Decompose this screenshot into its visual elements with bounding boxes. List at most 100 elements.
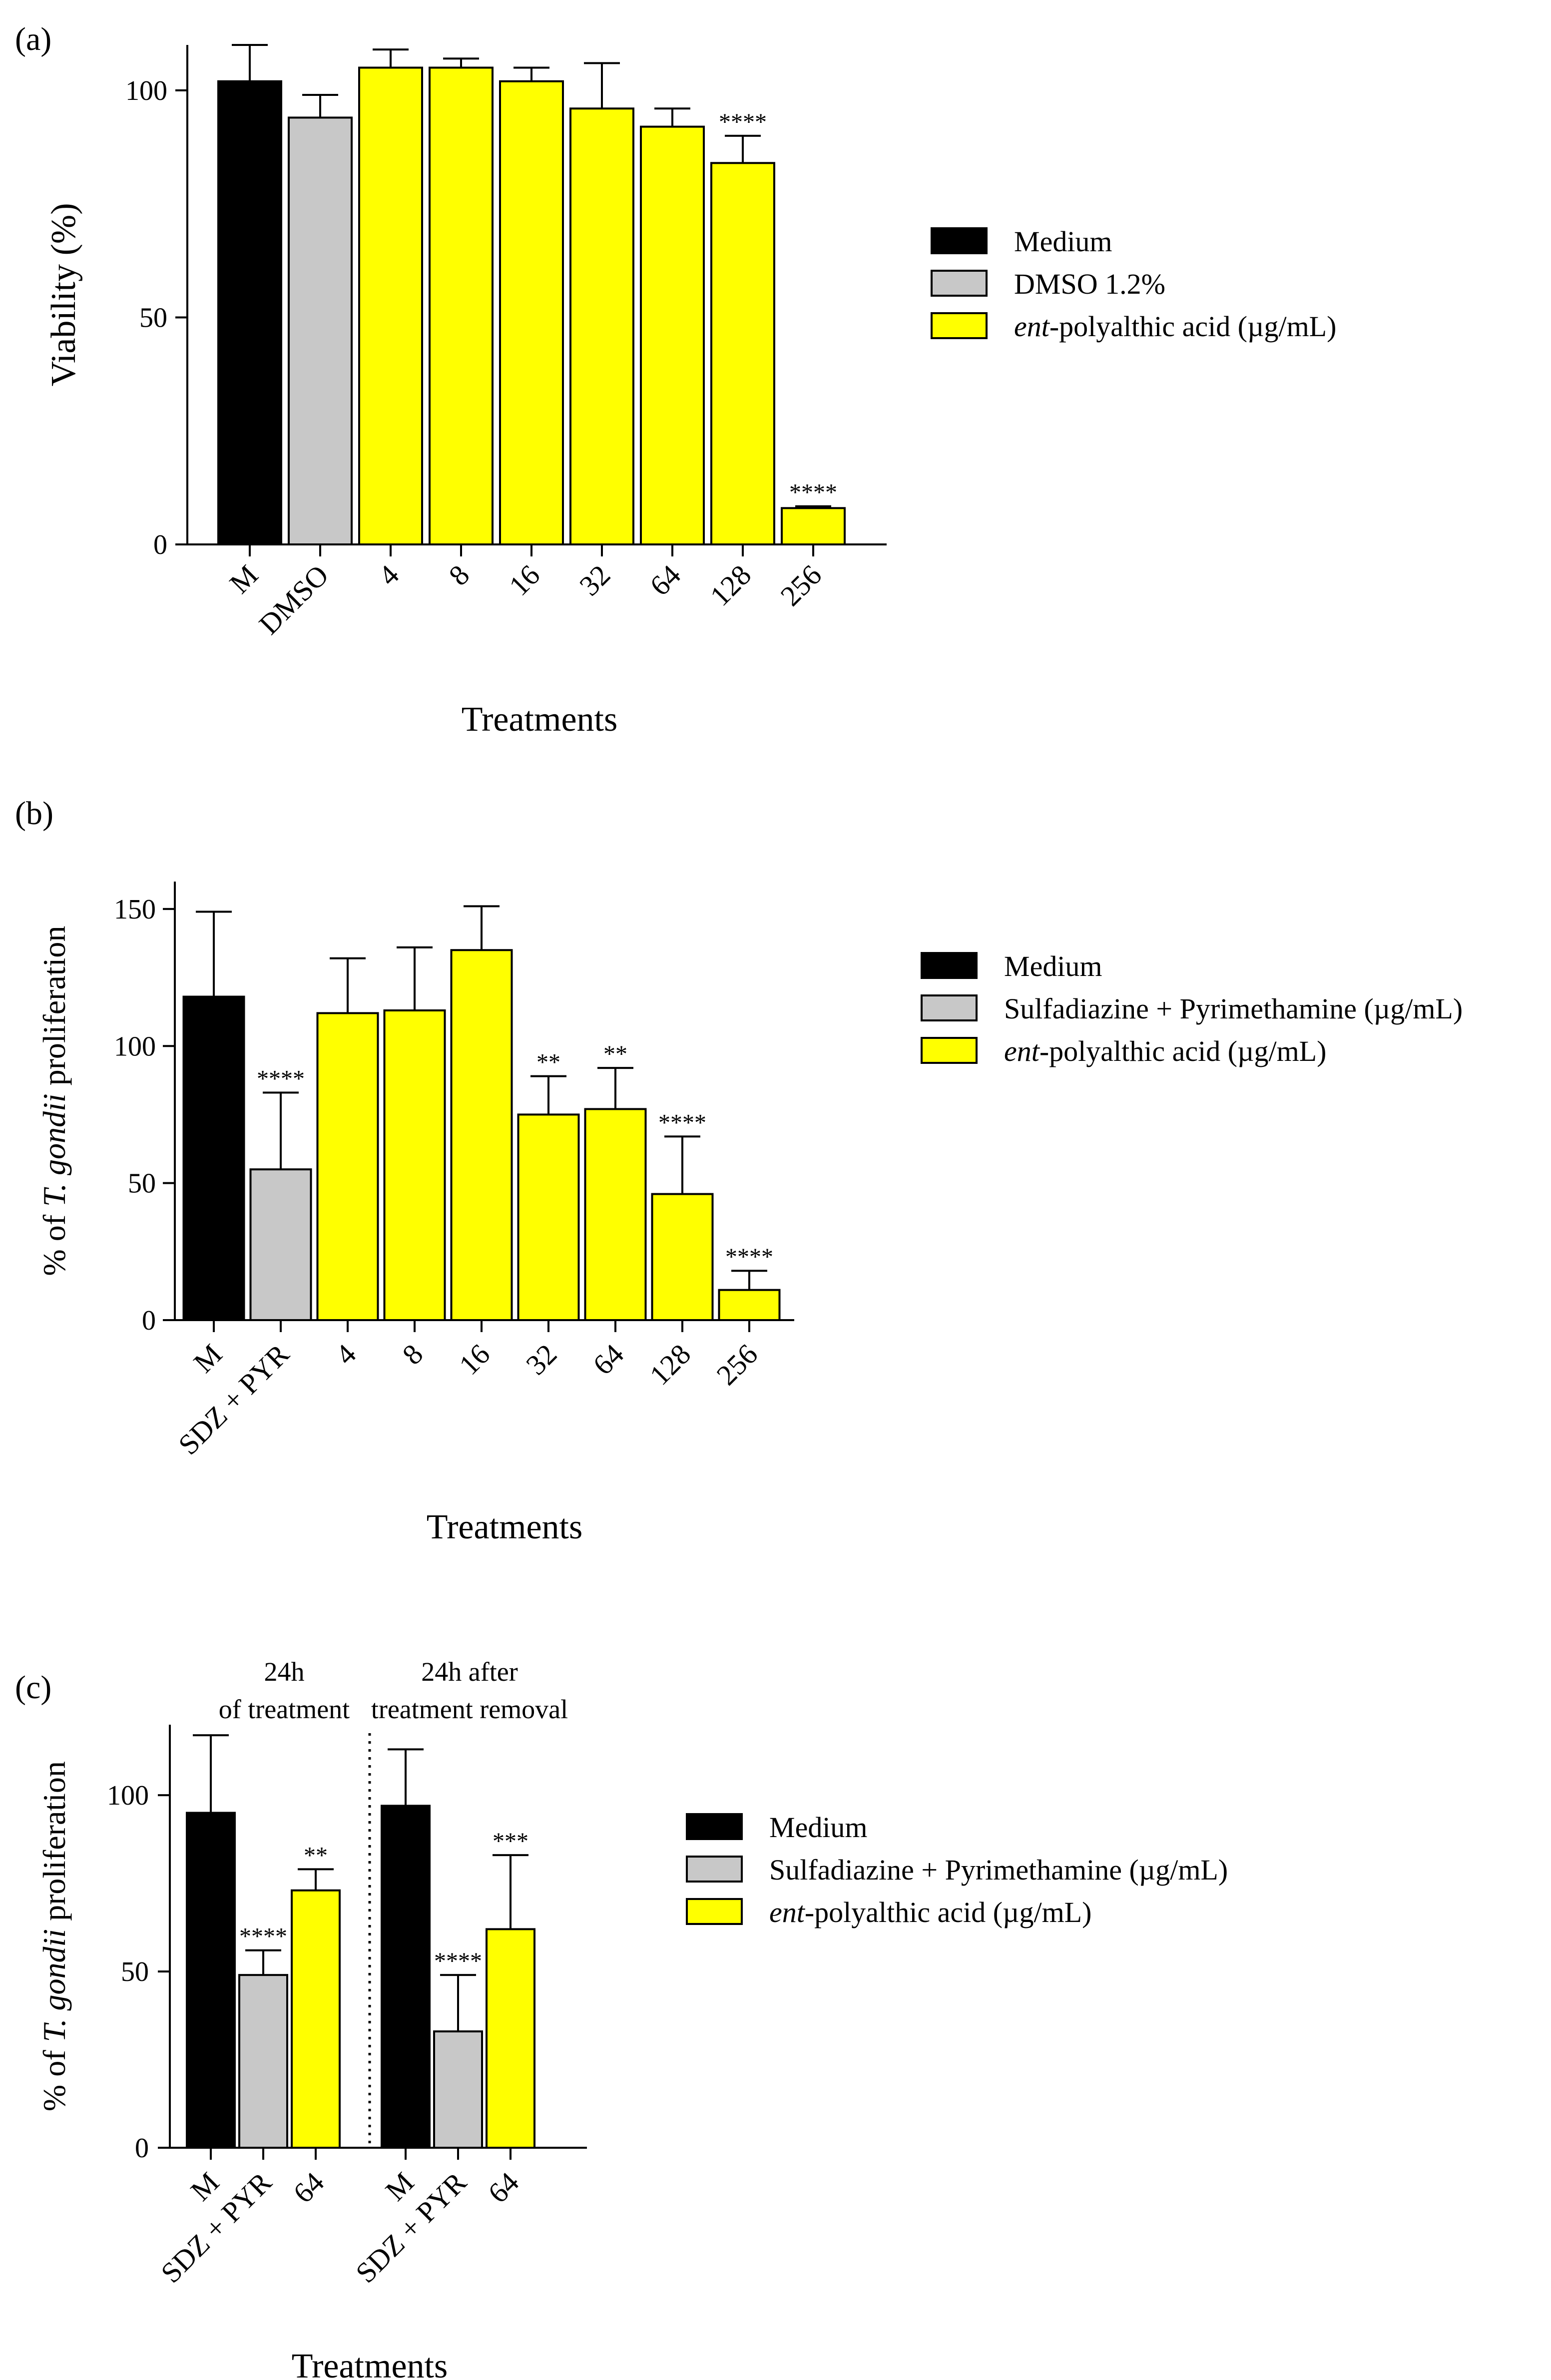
significance-mark: **** [789,479,837,506]
significance-mark: **** [658,1109,706,1136]
x-tick-label: 64 [586,1338,630,1381]
x-axis-label: Treatments [292,2347,448,2380]
x-tick-label: M [187,1338,228,1379]
legend-label-text: -polyalthic acid (µg/mL) [1039,1035,1327,1067]
y-tick-label: 0 [135,2133,149,2164]
bar-8 [429,66,494,546]
x-tick-label: 16 [453,1338,496,1381]
y-axis-label-prefix: % of [36,1207,72,1276]
y-tick-label: 50 [139,302,167,333]
y-tick-label: 150 [114,894,156,925]
significance-mark: *** [493,1828,528,1855]
bar-sdz-pyr [238,1974,288,2149]
legend-swatch-medium [686,1813,743,1840]
legend-label-text: Sulfadiazine + Pyrimethamine (µg/mL) [769,1854,1228,1886]
significance-mark: ** [603,1041,627,1067]
bar-dmso [288,116,353,546]
legend-swatch-yellow [921,1037,978,1064]
y-tick-label: 0 [153,529,167,560]
x-tick-label: 128 [643,1338,697,1391]
legend-label: Medium [1004,950,1102,982]
y-tick-label: 100 [125,75,167,106]
significance-mark: **** [719,109,767,135]
bar-m [182,995,245,1321]
bar-64 [486,1928,535,2149]
legend-label-prefix: ent [1014,310,1050,343]
panel-b: (b) 0 50 100 150 % of T. gondii proliferation… [15,795,1463,1546]
legend-label: ent-polyalthic acid (µg/mL) [769,1896,1091,1928]
legend-label-text: Medium [769,1811,868,1844]
x-tick-label: 64 [643,558,687,602]
bar-64 [291,1889,341,2149]
panel-label: (c) [15,1669,51,1706]
bar-8 [383,1009,446,1321]
legend-label: Medium [769,1811,868,1844]
legend-swatch-yellow [931,312,988,339]
legend-label: Sulfadiazine + Pyrimethamine (µg/mL) [1004,992,1463,1025]
bar-4 [358,66,423,546]
legend-swatch-gray [686,1856,743,1883]
legend-label-text: Sulfadiazine + Pyrimethamine (µg/mL) [1004,992,1463,1025]
bar-sdz-pyr [249,1168,312,1321]
legend-swatch-medium [931,227,988,254]
section-title: treatment removal [371,1694,568,1724]
bar-m [217,80,282,545]
bar-64 [640,125,705,546]
y-axis-label: % of T. gondii proliferation [36,926,72,1276]
x-tick-label: 64 [482,2166,525,2209]
legend-label: ent-polyalthic acid (µg/mL) [1004,1035,1326,1067]
bar-32 [517,1113,580,1321]
significance-mark: **** [239,1923,287,1950]
y-axis-label-species: T. gondii [36,1929,72,2042]
legend-label: ent-polyalthic acid (µg/mL) [1014,310,1336,343]
significance-mark: **** [257,1066,305,1092]
y-tick-label: 0 [142,1305,156,1336]
significance-mark: **** [725,1244,773,1270]
x-tick-label: 16 [503,558,546,602]
panel-label: (a) [15,21,51,57]
x-tick-label: DMSO [253,558,335,640]
bar-256 [718,1289,781,1321]
bar-16 [499,80,564,545]
y-tick-label: 50 [128,1168,156,1199]
y-axis-label: % of T. gondii proliferation [36,1761,72,2111]
bar-256 [781,507,846,545]
legend-swatch-gray [921,994,978,1021]
x-tick-label: 32 [519,1338,563,1381]
legend-label-prefix: ent [1004,1035,1040,1067]
bar-4 [316,1012,379,1321]
bar-sdz-pyr [433,2030,483,2149]
x-tick-label: 256 [774,558,828,612]
y-axis-label-species: T. gondii [36,1093,72,1206]
section-title: 24h after [421,1657,517,1687]
significance-mark: ** [536,1049,560,1076]
x-axis-label: Treatments [462,700,617,739]
section-title: of treatment [219,1694,350,1724]
y-tick-label: 50 [121,1956,149,1987]
legend-label-text: -polyalthic acid (µg/mL) [1049,310,1337,343]
y-axis-label: Viability (%) [44,203,83,386]
y-axis-label-prefix: % of [36,2042,72,2111]
legend-label: Medium [1014,225,1112,258]
legend-label-text: DMSO 1.2% [1014,268,1165,300]
bar-m [381,1805,431,2149]
legend-label: Sulfadiazine + Pyrimethamine (µg/mL) [769,1854,1228,1886]
legend-swatch-gray [931,270,988,297]
x-tick-label: 32 [573,558,616,602]
y-axis-label-suffix: proliferation [36,926,72,1094]
bar-32 [569,107,634,546]
bar-128 [710,162,775,545]
legend-swatch-yellow [686,1898,743,1925]
bar-m [186,1812,236,2149]
x-tick-label: 128 [704,558,757,612]
legend-label-text: Medium [1004,950,1102,982]
y-axis-label-suffix: proliferation [36,1761,72,1929]
legend-swatch-medium [921,952,978,979]
x-tick-label: 8 [443,558,476,591]
legend-label-text: Medium [1014,225,1112,258]
x-tick-label: 8 [396,1338,429,1371]
significance-mark: ** [304,1842,328,1869]
